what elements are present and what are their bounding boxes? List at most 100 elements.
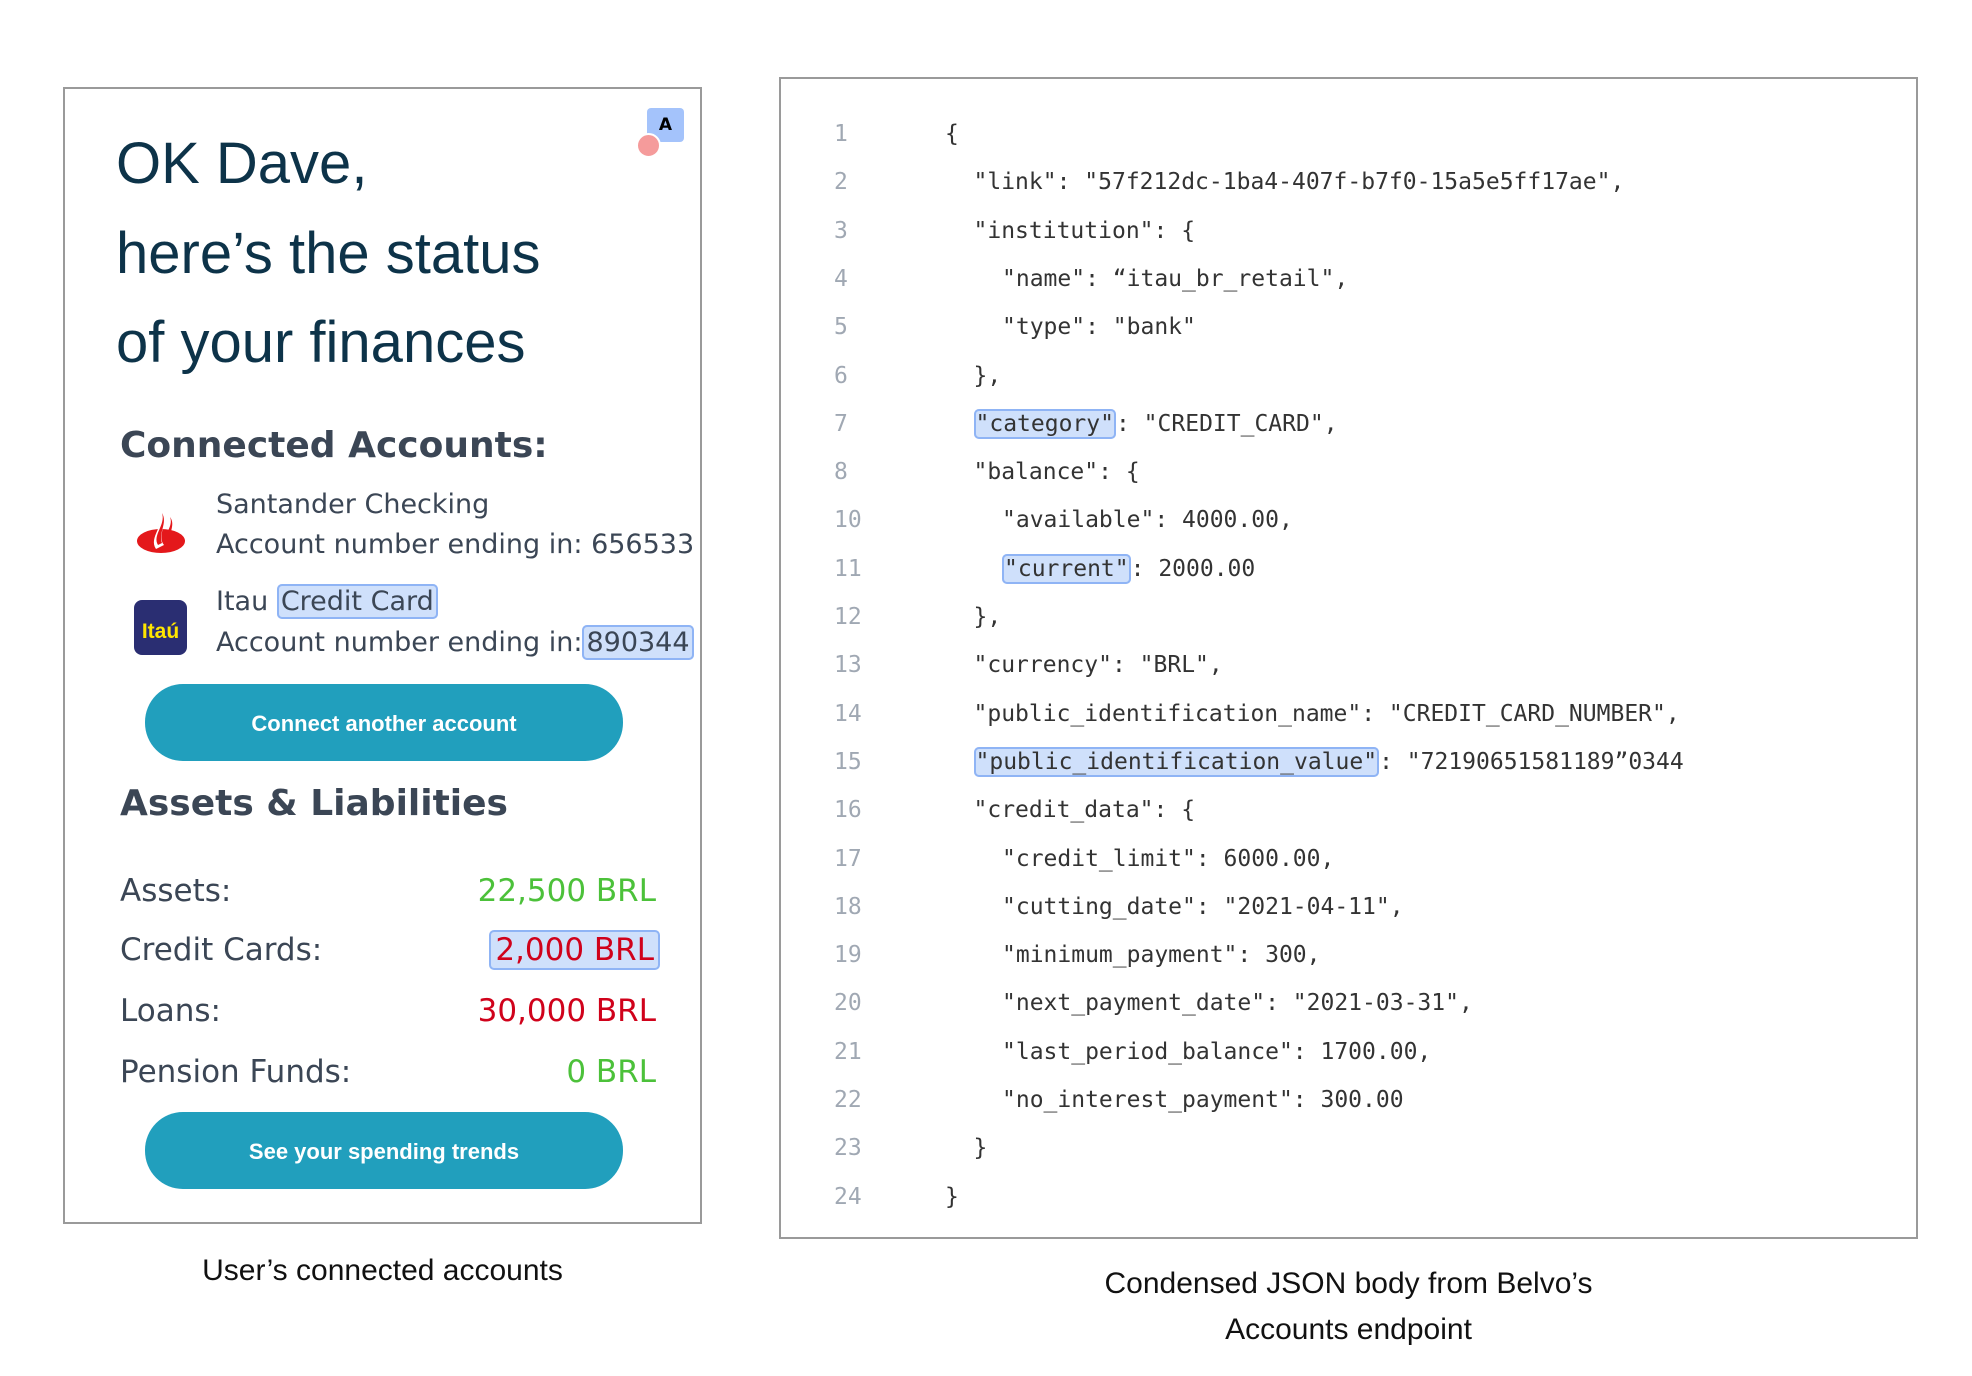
santander-flame-icon bbox=[137, 511, 185, 553]
account-number-value: 656533 bbox=[591, 529, 695, 560]
code-segment: "no_interest_payment": 300.00 bbox=[1002, 1087, 1404, 1113]
code-text: "public_identification_name": "CREDIT_CA… bbox=[974, 694, 1680, 734]
line-number: 6 bbox=[834, 362, 848, 389]
code-text: "link": "57f212dc-1ba4-407f-b7f0-15a5e5f… bbox=[974, 162, 1625, 202]
highlighted-key: "category" bbox=[973, 408, 1116, 439]
line-number: 19 bbox=[834, 942, 862, 969]
code-segment: "balance": { bbox=[973, 459, 1140, 486]
account-number-label: Account number ending in: bbox=[216, 529, 583, 560]
code-text: "cutting_date": "2021-04-11", bbox=[1002, 887, 1404, 927]
highlighted-key: "public_identification_value" bbox=[973, 746, 1380, 777]
code-text: "minimum_payment": 300, bbox=[1002, 935, 1321, 975]
line-number: 8 bbox=[834, 459, 848, 486]
balance-label: Pension Funds: bbox=[120, 1054, 352, 1090]
code-text: "type": "bank" bbox=[1002, 307, 1196, 347]
greeting-line-3: of your finances bbox=[116, 310, 526, 375]
line-number: 10 bbox=[834, 507, 862, 534]
code-segment: "available": 4000.00, bbox=[1002, 507, 1293, 534]
line-number: 11 bbox=[834, 555, 862, 582]
code-segment: "cutting_date": "2021-04-11", bbox=[1002, 893, 1404, 920]
connected-accounts-card bbox=[63, 87, 702, 1224]
santander-account-name: Santander Checking bbox=[216, 489, 490, 520]
line-number: 7 bbox=[834, 410, 848, 437]
code-segment: "institution": { bbox=[973, 217, 1196, 244]
balance-row: Pension Funds: 0 BRL bbox=[120, 1050, 660, 1094]
code-segment: "credit_limit": 6000.00, bbox=[1002, 845, 1335, 872]
line-number: 5 bbox=[834, 314, 848, 341]
line-number: 23 bbox=[834, 1135, 862, 1162]
line-number: 15 bbox=[834, 748, 862, 775]
connected-accounts-title: Connected Accounts: bbox=[120, 425, 548, 466]
code-segment: : "72190651581189”0344 bbox=[1379, 748, 1684, 775]
code-text: "category": "CREDIT_CARD", bbox=[973, 404, 1338, 444]
code-segment: "name": “itau_br_retail", bbox=[1002, 265, 1349, 292]
balance-row: Assets: 22,500 BRL bbox=[120, 869, 660, 913]
line-number: 24 bbox=[834, 1183, 862, 1210]
assets-liabilities-title: Assets & Liabilities bbox=[120, 783, 508, 824]
code-text: "credit_limit": 6000.00, bbox=[1002, 839, 1334, 879]
code-text: "no_interest_payment": 300.00 bbox=[1002, 1080, 1404, 1120]
line-number: 4 bbox=[834, 265, 848, 292]
code-segment: "credit_data": { bbox=[973, 797, 1196, 824]
code-segment: : "CREDIT_CARD", bbox=[1115, 410, 1338, 437]
code-segment: }, bbox=[973, 604, 1002, 630]
right-caption-line-2: Accounts endpoint bbox=[1225, 1313, 1472, 1346]
code-text: "current": 2000.00 bbox=[1002, 549, 1255, 589]
code-segment: } bbox=[973, 1135, 988, 1162]
code-segment: "public_identification_name": "CREDIT_CA… bbox=[973, 700, 1680, 727]
line-number: 13 bbox=[834, 652, 862, 679]
code-text: "credit_data": { bbox=[974, 790, 1196, 830]
line-number: 14 bbox=[834, 700, 862, 727]
code-text: "institution": { bbox=[974, 211, 1196, 251]
balance-value: 2,000 BRL bbox=[489, 930, 660, 970]
code-text: } bbox=[974, 1128, 988, 1168]
code-text: "next_payment_date": "2021-03-31", bbox=[1002, 983, 1473, 1023]
code-text: "currency": "BRL", bbox=[974, 645, 1223, 685]
itau-account-name: Itau Credit Card bbox=[216, 584, 438, 619]
line-number: 2 bbox=[834, 169, 848, 196]
line-number: 18 bbox=[834, 893, 862, 920]
line-number: 17 bbox=[834, 845, 862, 872]
code-segment: "currency": "BRL", bbox=[973, 652, 1223, 679]
code-segment: "last_period_balance": 1700.00, bbox=[1002, 1038, 1432, 1065]
bank-name: Itau bbox=[216, 586, 269, 617]
balance-row: Credit Cards: 2,000 BRL bbox=[120, 928, 660, 972]
code-text: }, bbox=[974, 356, 1002, 396]
line-number: 1 bbox=[834, 121, 848, 147]
itau-logo: Itaú bbox=[134, 600, 187, 655]
code-text: "name": “itau_br_retail", bbox=[1002, 259, 1348, 299]
code-segment: : 2000.00 bbox=[1130, 555, 1256, 582]
product-highlight: Credit Card bbox=[276, 584, 438, 619]
line-number: 3 bbox=[834, 217, 848, 244]
balance-row: Loans: 30,000 BRL bbox=[120, 989, 660, 1033]
greeting-line-1: OK Dave, bbox=[116, 131, 368, 196]
code-text: { bbox=[945, 114, 959, 154]
code-text: "available": 4000.00, bbox=[1002, 500, 1293, 540]
itau-account-number: Account number ending in: 890344 bbox=[216, 625, 694, 660]
highlighted-key: "current" bbox=[1002, 553, 1131, 584]
spending-trends-button[interactable]: See your spending trends bbox=[145, 1112, 623, 1189]
code-text: } bbox=[945, 1177, 959, 1217]
code-segment: "link": "57f212dc-1ba4-407f-b7f0-15a5e5f… bbox=[973, 169, 1625, 196]
code-segment: "minimum_payment": 300, bbox=[1002, 942, 1321, 969]
code-segment: } bbox=[945, 1183, 959, 1210]
notification-dot bbox=[636, 133, 661, 158]
json-code-panel bbox=[779, 77, 1918, 1239]
code-text: "balance": { bbox=[974, 452, 1140, 492]
balance-label: Assets: bbox=[120, 873, 232, 909]
code-text: "public_identification_value": "72190651… bbox=[973, 742, 1684, 782]
balance-value: 0 BRL bbox=[566, 1054, 656, 1090]
balance-label: Credit Cards: bbox=[120, 932, 323, 968]
connect-account-button[interactable]: Connect another account bbox=[145, 684, 623, 761]
balance-value: 30,000 BRL bbox=[477, 993, 656, 1029]
code-text: "last_period_balance": 1700.00, bbox=[1002, 1032, 1431, 1072]
line-number: 16 bbox=[834, 797, 862, 824]
code-segment: "next_payment_date": "2021-03-31", bbox=[1002, 990, 1473, 1017]
line-number: 21 bbox=[834, 1038, 862, 1065]
left-caption: User’s connected accounts bbox=[202, 1254, 563, 1287]
line-number: 12 bbox=[834, 604, 862, 630]
account-number-value: 890344 bbox=[582, 625, 694, 660]
balance-value: 22,500 BRL bbox=[477, 873, 656, 909]
code-segment: { bbox=[945, 121, 959, 147]
code-text: }, bbox=[974, 597, 1002, 637]
